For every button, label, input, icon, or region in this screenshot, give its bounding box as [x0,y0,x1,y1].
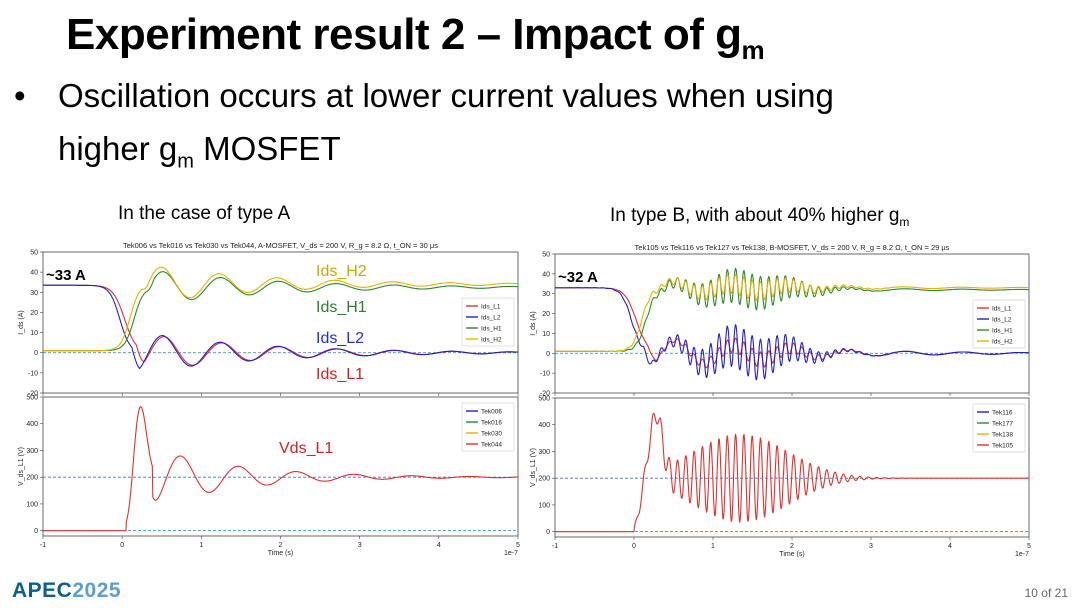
chart-b-top-ytick-label: 30 [542,291,550,298]
chart-b-bottom-xtick-label: 4 [948,543,952,550]
bullet-line-2: higher gm MOSFET [58,130,341,173]
chart-a-bottom-ytick-label: 500 [26,395,38,402]
chart-b-bottom-ytick-label: 200 [538,476,550,483]
caption-type-b: In type B, with about 40% higher gm [610,205,910,229]
chart-a-top-series-ids_l2 [42,284,519,370]
chart-a-bottom-annotation: Vds_L1 [279,440,333,457]
apec-logo: APEC2025 [12,579,122,602]
chart-b-bottom-legend-label: Tek116 [992,410,1013,417]
chart-b-top-ytick-label: -20 [540,391,550,398]
bullet-marker: • [14,77,26,114]
chart-a-bottom-legend-label: Tek016 [481,420,502,427]
chart-b-bottom-xtick-label: 2 [790,543,794,550]
chart-a-top-ytick-label: 10 [30,330,38,337]
chart-a-bottom-xtick-label: 5 [516,542,520,549]
chart-b-bottom-xtick-label: 5 [1027,543,1031,550]
chart-a-bottom-xtick-label: 1 [199,542,203,549]
chart-b-bottom-legend-label: Tek105 [992,443,1013,450]
chart-b-top-legend-label: Ids_H2 [992,339,1013,346]
chart-a-top-ytick-label: 30 [30,290,38,297]
chart-b-top-series-ids_h2 [554,273,1030,353]
chart-a-bottom-ytick-label: 100 [26,501,38,508]
chart-a-top-annotation: Ids_L2 [316,330,364,347]
chart-b-top-ytick-label: 20 [542,311,550,318]
chart-a-top-ytick-label: -20 [28,391,38,398]
chart-b-bottom-xtick-label: 1 [711,543,715,550]
chart-b-top-ytick-label: 40 [542,271,550,278]
chart-a-top-ytick-label: 50 [30,250,38,257]
chart-b-top-legend-label: Ids_H1 [992,328,1013,335]
chart-a-bottom-xtick-label: 3 [358,542,362,549]
chart-a-top-legend-label: Ids_H1 [481,326,502,333]
chart-b-top-ytick-label: 10 [542,331,550,338]
chart-b-bottom-ylabel: V_ds_L1 (V) [530,448,537,487]
chart-a-top-legend-label: Ids_L1 [481,304,501,311]
chart-b-top-legend-label: Ids_L2 [992,317,1012,324]
chart-a-top-annotation: Ids_H2 [316,263,367,280]
slide-title: Experiment result 2 – Impact of gm [66,10,765,65]
chart-b-bottom-ytick-label: 300 [538,449,550,456]
chart-b-bottom-ytick-label: 0 [546,529,550,536]
chart-a-bottom-legend-label: Tek030 [481,431,502,438]
chart-a-top-ytick-label: 40 [30,270,38,277]
chart-a-top-series-ids_h1 [42,271,519,352]
chart-b-top-ytick-label: -10 [540,371,550,378]
chart-b-bottom-legend-label: Tek177 [992,421,1013,428]
chart-a-bottom-xscale: 1e-7 [504,550,518,557]
chart-a-bottom-series-tek044 [42,406,519,532]
chart-a-top-ylabel: I_ds (A) [18,310,25,335]
chart-b-top-legend-label: Ids_L1 [992,306,1012,313]
chart-a-bottom-xtick-label: 0 [120,542,124,549]
bullet-line-1: Oscillation occurs at lower current valu… [58,77,834,114]
chart-a-bottom-ytick-label: 400 [26,421,38,428]
chart-a-bottom-xtick-label: 2 [279,542,283,549]
chart-a-bottom-ytick-label: 0 [34,528,38,535]
chart-a-top-legend-label: Ids_H2 [481,337,502,344]
chart-a-top-series-ids_h2 [42,266,519,352]
chart-b-top-annotation: ~32 A [558,269,598,286]
chart-a-top-annotation: Ids_H1 [316,299,367,316]
chart-a-top-annotation: ~33 A [46,267,86,284]
chart-a-top-frame [42,251,519,394]
caption-type-a: In the case of type A [118,203,291,224]
chart-a-top-ytick-label: -10 [28,370,38,377]
chart-b-top-ytick-label: 50 [542,252,550,259]
chart-a-top-title: Tek006 vs Tek016 vs Tek030 vs Tek044, A-… [123,241,438,250]
chart-b-bottom-xtick-label: -1 [552,543,558,550]
chart-b-bottom-xtick-label: 3 [869,543,873,550]
page-number: 10 of 21 [1024,586,1068,600]
chart-b-bottom-ytick-label: 500 [538,396,550,403]
chart-b-top-ylabel: I_ds (A) [530,311,537,336]
chart-a-top-annotation: Ids_L1 [316,366,364,383]
chart-b-bottom-xscale: 1e-7 [1015,551,1029,558]
chart-a-bottom-xlabel: Time (s) [268,550,293,557]
chart-b-bottom-xtick-label: 0 [632,543,636,550]
chart-a-top-ytick-label: 0 [34,350,38,357]
chart-b-bottom-ytick-label: 400 [538,422,550,429]
chart-a-bottom-ylabel: V_ds_L1 (V) [18,447,25,486]
chart-a-top-legend-label: Ids_L2 [481,315,501,322]
chart-a-bottom-ytick-label: 300 [26,448,38,455]
chart-a-bottom-xtick-label: -1 [40,542,46,549]
chart-b-bottom-ytick-label: 100 [538,502,550,509]
chart-b-top-series-ids_l2 [554,287,1030,381]
chart-b-bottom-series-tek105 [554,412,1030,533]
chart-a-bottom-legend-label: Tek044 [481,442,502,449]
chart-b-top-frame [554,253,1030,394]
chart-a-bottom-ytick-label: 200 [26,475,38,482]
chart-b-bottom-legend-label: Tek138 [992,432,1013,439]
chart-a-bottom-legend-label: Tek006 [481,409,502,416]
chart-b-top-ytick-label: 0 [546,351,550,358]
chart-a-top-ytick-label: 20 [30,310,38,317]
chart-a-bottom-xtick-label: 4 [437,542,441,549]
chart-b-bottom-xlabel: Time (s) [779,551,804,558]
chart-b-top-title: Tek105 vs Tek116 vs Tek127 vs Tek138, B-… [635,243,950,252]
chart-a-bottom-frame [42,396,519,537]
